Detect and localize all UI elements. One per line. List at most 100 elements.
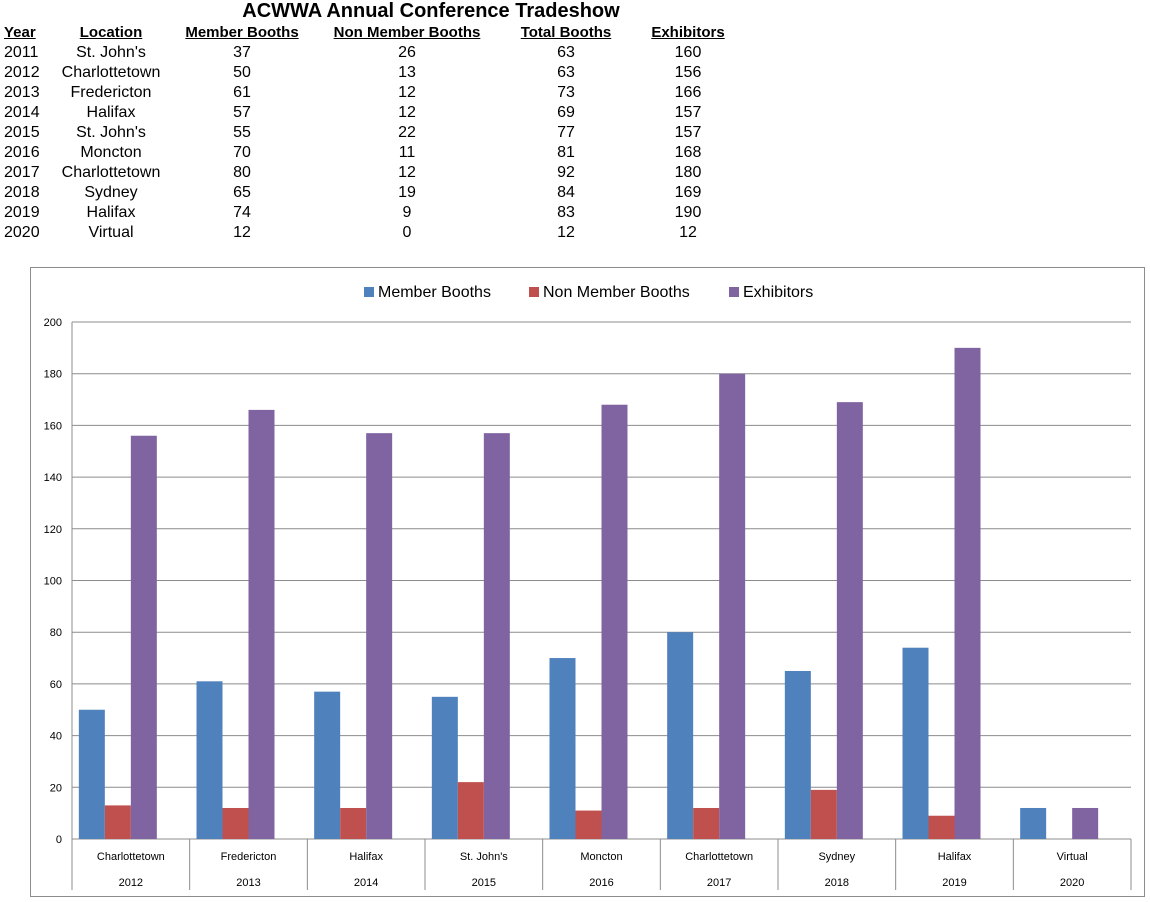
x-tick-label-year: 2015 (472, 877, 496, 889)
cell-exhibitors: 180 (674, 164, 702, 181)
cell-year: 2011 (4, 44, 39, 61)
cell-location: St. John's (76, 124, 146, 141)
cell-total-booths: 69 (557, 104, 575, 121)
bar-member-booths (549, 658, 576, 839)
cell-exhibitors: 169 (674, 184, 702, 201)
cell-year: 2018 (4, 184, 40, 201)
table-title: ACWWA Annual Conference Tradeshow (242, 0, 620, 22)
legend-swatch-exhibitors (729, 287, 739, 297)
header-member-booths: Member Booths (185, 24, 299, 41)
bar-exhibitors (483, 433, 510, 839)
cell-non-member-booths: 12 (398, 84, 416, 101)
cell-location: Fredericton (70, 84, 152, 101)
x-tick-label-location: Virtual (1057, 851, 1088, 863)
cell-member-booths: 57 (233, 104, 251, 121)
y-tick-label: 180 (44, 369, 62, 381)
cell-member-booths: 37 (233, 44, 251, 61)
y-tick-label: 200 (44, 317, 62, 329)
bar-member-booths (1020, 807, 1047, 839)
header-location: Location (79, 24, 143, 41)
legend-swatch-member-booths (364, 287, 374, 297)
header-year: Year (4, 24, 36, 41)
cell-exhibitors: 168 (674, 144, 702, 161)
cell-total-booths: 73 (557, 84, 575, 101)
cell-non-member-booths: 22 (398, 124, 416, 141)
bar-member-booths (902, 647, 929, 839)
bar-exhibitors (601, 404, 628, 839)
bar-member-booths (784, 670, 811, 839)
x-tick-label-location: Fredericton (221, 851, 277, 863)
legend-label-member-booths: Member Booths (378, 284, 491, 301)
cell-location: St. John's (76, 44, 146, 61)
bar-non-member-booths (457, 782, 484, 839)
cell-non-member-booths: 9 (402, 204, 412, 221)
x-tick-label-location: Charlottetown (685, 851, 753, 863)
x-tick-label-year: 2016 (589, 877, 613, 889)
cell-location: Virtual (88, 224, 134, 241)
cell-non-member-booths: 0 (402, 224, 412, 241)
legend-label-exhibitors: Exhibitors (743, 284, 813, 301)
x-tick-label-location: Halifax (938, 851, 972, 863)
bar-exhibitors (248, 409, 275, 839)
cell-year: 2019 (4, 204, 40, 221)
cell-year: 2013 (4, 84, 40, 101)
cell-location: Charlottetown (61, 164, 161, 181)
y-tick-label: 80 (50, 627, 62, 639)
bar-member-booths (78, 709, 105, 839)
cell-non-member-booths: 26 (398, 44, 416, 61)
x-tick-label-year: 2014 (354, 877, 378, 889)
x-tick-label-year: 2020 (1060, 877, 1084, 889)
cell-location: Halifax (86, 204, 136, 221)
bar-non-member-booths (928, 815, 955, 839)
bar-chart: 0 20 40 60 80 100 120 140 160 180 200 Charlottetown… (44, 284, 1132, 890)
x-tick-label-location: Sydney (818, 851, 855, 863)
y-tick-label: 20 (50, 782, 62, 794)
cell-member-booths: 74 (233, 204, 251, 221)
cell-member-booths: 70 (233, 144, 251, 161)
cell-exhibitors: 166 (674, 84, 702, 101)
cell-year: 2016 (4, 144, 40, 161)
bar-non-member-booths (575, 810, 602, 839)
header-total-booths: Total Booths (520, 24, 612, 41)
cell-total-booths: 12 (557, 224, 575, 241)
bar-exhibitors (1072, 807, 1099, 839)
bar-non-member-booths (810, 789, 837, 839)
cell-exhibitors: 157 (674, 124, 702, 141)
x-tick-label-location: Charlottetown (97, 851, 165, 863)
header-non-member-booths: Non Member Booths (333, 24, 481, 41)
cell-total-booths: 83 (557, 204, 575, 221)
cell-member-booths: 61 (233, 84, 251, 101)
cell-year: 2014 (4, 104, 40, 121)
cell-non-member-booths: 12 (398, 104, 416, 121)
cell-total-booths: 77 (557, 124, 575, 141)
bar-non-member-booths (340, 807, 367, 839)
cell-member-booths: 12 (233, 224, 251, 241)
cell-member-booths: 50 (233, 64, 251, 81)
cell-exhibitors: 12 (679, 224, 697, 241)
cell-non-member-booths: 13 (398, 64, 416, 81)
x-tick-label-location: Halifax (349, 851, 383, 863)
y-tick-label: 0 (56, 834, 62, 846)
bar-non-member-booths (693, 807, 720, 839)
cell-location: Halifax (86, 104, 136, 121)
cell-non-member-booths: 19 (398, 184, 416, 201)
bar-member-booths (667, 632, 694, 839)
cell-location: Sydney (84, 184, 138, 201)
cell-non-member-booths: 12 (398, 164, 416, 181)
x-tick-label-location: St. John's (460, 851, 508, 863)
bar-exhibitors (366, 433, 393, 839)
y-tick-label: 140 (44, 472, 62, 484)
cell-total-booths: 63 (557, 64, 575, 81)
cell-member-booths: 65 (233, 184, 251, 201)
cell-location: Moncton (80, 144, 142, 161)
bar-exhibitors (836, 402, 863, 839)
y-tick-label: 40 (50, 731, 62, 743)
cell-year: 2015 (4, 124, 40, 141)
cell-total-booths: 81 (557, 144, 575, 161)
cell-total-booths: 63 (557, 44, 575, 61)
x-tick-label-year: 2012 (119, 877, 143, 889)
cell-member-booths: 55 (233, 124, 251, 141)
bar-exhibitors (954, 347, 981, 839)
cell-non-member-booths: 11 (398, 144, 416, 161)
y-tick-label: 60 (50, 679, 62, 691)
